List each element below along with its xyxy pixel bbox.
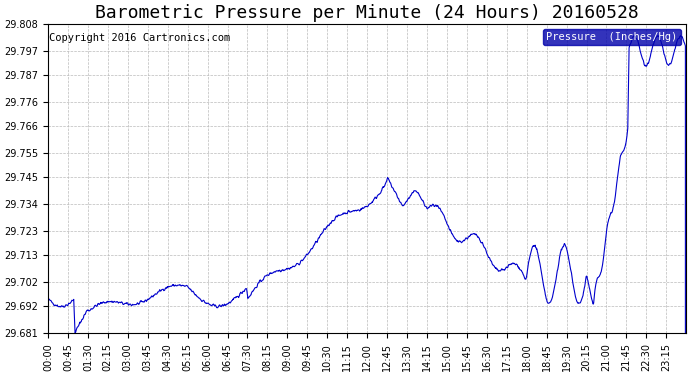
- Pressure  (Inches/Hg): [186, 286, 194, 291]
- Legend: Pressure  (Inches/Hg): Pressure (Inches/Hg): [543, 29, 680, 45]
- Line: Pressure  (Inches/Hg): Pressure (Inches/Hg): [48, 36, 686, 375]
- Pressure  (Inches/Hg): [257, 279, 266, 284]
- Title: Barometric Pressure per Minute (24 Hours) 20160528: Barometric Pressure per Minute (24 Hours…: [95, 4, 639, 22]
- Pressure  (Inches/Hg): [466, 233, 475, 238]
- Text: Copyright 2016 Cartronics.com: Copyright 2016 Cartronics.com: [49, 33, 230, 43]
- Pressure  (Inches/Hg): [550, 289, 558, 293]
- Pressure  (Inches/Hg): [676, 33, 684, 38]
- Pressure  (Inches/Hg): [606, 213, 614, 217]
- Pressure  (Inches/Hg): [170, 283, 179, 288]
